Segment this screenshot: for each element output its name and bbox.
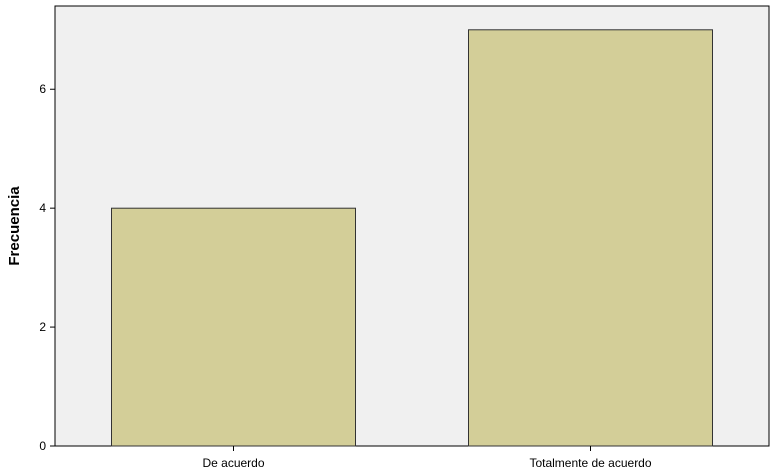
bar-1 — [468, 29, 713, 447]
y-axis-title: Frecuencia — [6, 186, 23, 266]
bars-layer — [111, 29, 713, 447]
y-tick-label: 6 — [39, 82, 46, 96]
bar-0 — [111, 207, 356, 447]
y-tick-label: 0 — [39, 439, 46, 453]
x-tick-label: Totalmente de acuerdo — [529, 456, 651, 470]
x-tick-label: De acuerdo — [202, 456, 264, 470]
y-tick-label: 2 — [39, 320, 46, 334]
ticks-layer: De acuerdo Totalmente de acuerdo 0 2 4 6 — [39, 82, 652, 470]
y-tick-label: 4 — [39, 201, 46, 215]
